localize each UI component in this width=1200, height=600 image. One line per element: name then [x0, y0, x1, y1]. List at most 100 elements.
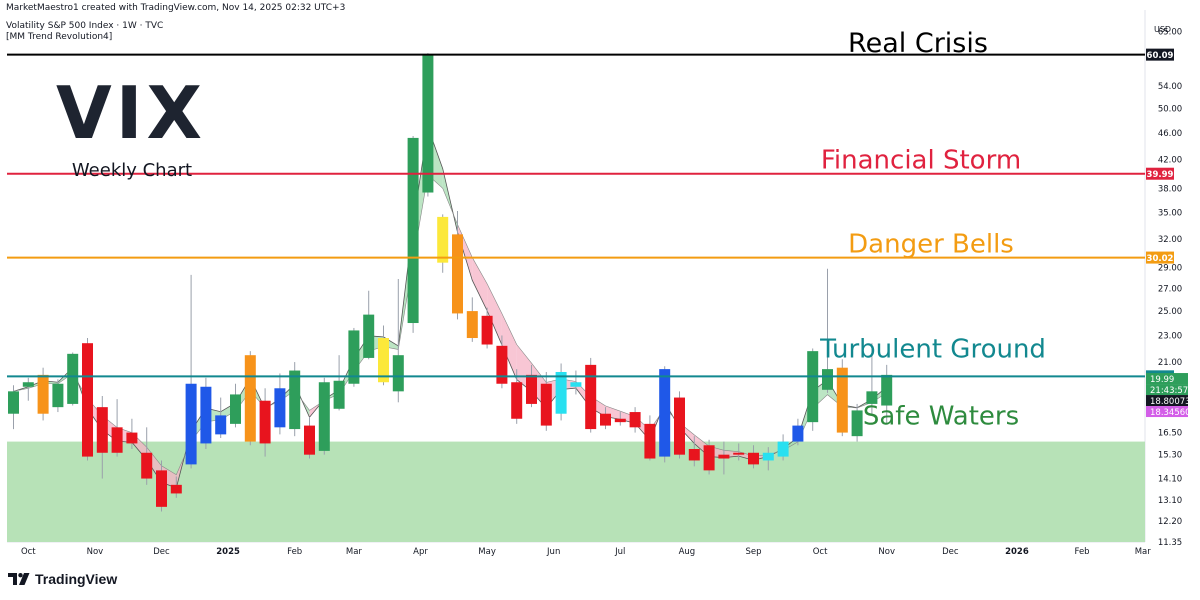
candle: [185, 274, 197, 469]
price-tag-level: 60.09: [1146, 48, 1174, 61]
time-tick-label: Jun: [546, 547, 560, 557]
candle: [22, 377, 34, 401]
price-tag-level: 39.99: [1146, 167, 1174, 180]
candle-body: [185, 383, 197, 465]
time-tick-label: Dec: [153, 547, 170, 557]
candle: [200, 377, 212, 449]
candle: [392, 278, 404, 403]
price-tag-text: 18.345605: [1150, 408, 1196, 418]
price-tag-current: 19.99: [1146, 373, 1188, 385]
symbol-text: Volatility S&P 500 Index · 1W · TVC: [6, 21, 164, 31]
price-tick-label: 23.00: [1158, 331, 1182, 341]
price-tag-bg: [1146, 384, 1188, 396]
candle-body: [688, 448, 700, 461]
candle-body: [230, 394, 241, 424]
candle-body: [289, 370, 301, 430]
candle: [481, 307, 493, 349]
safe-waters-zone: [7, 441, 1145, 542]
candle-body: [215, 415, 227, 435]
price-tick-label: 35.00: [1158, 209, 1182, 219]
candle: [96, 395, 108, 479]
candle-body: [792, 425, 804, 442]
candle-body: [422, 54, 434, 193]
price-tick-label: 21.00: [1158, 358, 1182, 368]
time-tick-label: 2025: [216, 547, 240, 557]
price-tag-current: 18.800732: [1146, 395, 1196, 407]
candle: [555, 363, 567, 421]
time-tick-label: Apr: [413, 547, 428, 557]
candle: [452, 211, 463, 320]
candle-body: [777, 441, 789, 457]
price-tick-label: 25.00: [1158, 307, 1182, 317]
price-tick-label: 15.30: [1158, 451, 1182, 461]
candle: [407, 135, 419, 333]
candle: [82, 338, 93, 461]
price-tick-label: 13.10: [1158, 496, 1182, 506]
candle: [230, 383, 241, 428]
candle-body: [407, 137, 419, 324]
candle-body: [851, 410, 863, 437]
candle: [703, 439, 715, 475]
tradingview-wordmark: TradingView: [35, 571, 118, 587]
candle: [540, 371, 552, 431]
candle-body: [244, 355, 256, 442]
trend-band: [13, 126, 887, 489]
candle-body: [333, 380, 345, 409]
candle: [67, 352, 79, 406]
candle-body: [629, 412, 641, 428]
candle: [748, 445, 759, 469]
candle-body: [496, 345, 508, 384]
candle: [762, 447, 774, 471]
candle-body: [200, 386, 212, 444]
candle: [244, 351, 256, 446]
candle: [52, 379, 64, 413]
candle: [363, 290, 375, 360]
candle: [8, 385, 19, 430]
time-tick-label: Mar: [1135, 547, 1152, 557]
time-tick-label: 2026: [1005, 547, 1029, 557]
price-tag-text: 19.99: [1150, 375, 1174, 385]
candle-body: [452, 234, 463, 314]
price-tag-text: 18.800732: [1150, 397, 1196, 407]
candle: [807, 348, 819, 431]
candle: [688, 436, 700, 467]
time-tick-label: Aug: [679, 547, 696, 557]
candle-body: [748, 452, 759, 465]
candle: [126, 418, 138, 449]
candle: [348, 327, 360, 387]
candle: [851, 403, 863, 442]
candle-body: [807, 351, 819, 423]
candle: [378, 325, 389, 386]
candle-body: [600, 413, 611, 426]
price-tag-bg: [1146, 406, 1188, 418]
tradingview-logo[interactable]: TradingView: [8, 571, 117, 587]
price-tag-current: 18.345605: [1146, 406, 1196, 418]
candle-body: [52, 383, 64, 408]
candle: [289, 362, 301, 437]
price-tag-text: 21:43:57: [1150, 386, 1188, 396]
time-tick-label: Sep: [745, 547, 761, 557]
candle: [777, 434, 789, 461]
level-label-danger-bells: Danger Bells: [848, 230, 1014, 260]
candle-body: [363, 314, 375, 358]
price-tick-label: 54.00: [1158, 82, 1182, 92]
price-tick-label: 11.35: [1158, 538, 1182, 548]
candle-body: [304, 425, 315, 455]
time-tick-label: Mar: [346, 547, 363, 557]
time-tick-label: May: [478, 547, 496, 557]
trend-band-segment: [487, 283, 502, 345]
candle: [511, 369, 523, 424]
candle-body: [318, 382, 330, 451]
candle-body: [674, 397, 685, 455]
candle: [437, 214, 449, 273]
candle: [333, 355, 345, 411]
level-label-financial-storm: Financial Storm: [821, 145, 1021, 175]
time-tick-label: Feb: [1075, 547, 1090, 557]
chart-subtitle: Weekly Chart: [72, 160, 192, 181]
price-tick-label: 16.50: [1158, 429, 1182, 439]
candle-body: [481, 315, 493, 345]
candle-body: [8, 391, 19, 414]
trend-band-segment: [501, 313, 517, 380]
price-tag-bg: [1146, 373, 1188, 385]
